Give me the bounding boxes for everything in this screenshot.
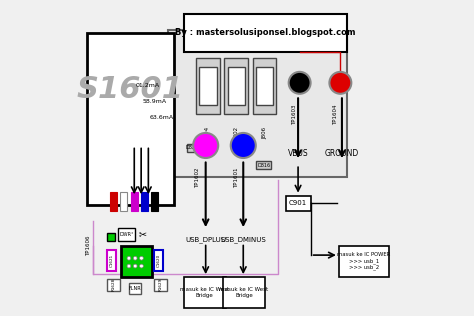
Circle shape <box>127 256 131 260</box>
Text: J806: J806 <box>262 127 267 139</box>
Text: FLNR: FLNR <box>129 286 142 291</box>
Bar <box>253 58 276 114</box>
Bar <box>121 246 153 277</box>
Text: R1629: R1629 <box>158 278 162 291</box>
Text: R1628: R1628 <box>111 278 115 291</box>
Circle shape <box>329 72 351 94</box>
Bar <box>339 246 389 277</box>
Text: D823: D823 <box>185 145 198 150</box>
Text: DWR°: DWR° <box>119 232 134 237</box>
Bar <box>110 192 117 211</box>
Bar <box>285 196 310 211</box>
Bar <box>196 58 220 114</box>
Bar <box>152 192 158 211</box>
Text: C901: C901 <box>289 200 307 206</box>
Text: 01.2mA: 01.2mA <box>135 83 159 88</box>
Bar <box>87 33 174 205</box>
Text: masuk ke IC West
Bridge: masuk ke IC West Bridge <box>219 287 268 298</box>
Text: USB_DPLUS: USB_DPLUS <box>186 236 226 243</box>
Text: C1621: C1621 <box>109 254 114 267</box>
Bar <box>107 279 119 291</box>
Bar <box>107 233 115 241</box>
Bar <box>107 250 117 271</box>
Circle shape <box>193 133 218 158</box>
Text: D816: D816 <box>257 163 270 168</box>
Bar <box>184 277 226 308</box>
Text: USB_DMINUS: USB_DMINUS <box>220 236 266 243</box>
Bar <box>154 279 166 291</box>
Text: J802: J802 <box>234 127 239 139</box>
Text: ✂: ✂ <box>139 230 147 240</box>
Circle shape <box>139 256 143 260</box>
Text: masuk ke IC POWER
>>> usb_1
>>> usb_2: masuk ke IC POWER >>> usb_1 >>> usb_2 <box>337 252 391 270</box>
Circle shape <box>231 133 256 158</box>
Text: By : mastersolusiponsel.blogspot.com: By : mastersolusiponsel.blogspot.com <box>175 28 356 37</box>
Bar <box>228 67 245 105</box>
Bar <box>187 144 202 152</box>
Bar <box>256 67 273 105</box>
Text: 58.9mA: 58.9mA <box>142 99 166 104</box>
Text: C1620: C1620 <box>157 254 161 267</box>
Bar <box>256 161 272 169</box>
Circle shape <box>289 72 310 94</box>
Circle shape <box>133 256 137 260</box>
Bar <box>200 67 217 105</box>
Bar <box>131 192 138 211</box>
Bar <box>141 192 148 211</box>
Bar <box>223 277 265 308</box>
Text: VBUS: VBUS <box>288 149 309 158</box>
Text: masuk ke IC West
Bridge: masuk ke IC West Bridge <box>180 287 229 298</box>
Text: TP1602: TP1602 <box>195 167 201 188</box>
Bar <box>118 228 135 241</box>
Bar <box>184 14 346 52</box>
Text: GROUND: GROUND <box>325 149 359 158</box>
Bar <box>168 30 346 177</box>
Text: J804: J804 <box>206 127 210 139</box>
Circle shape <box>133 264 137 268</box>
Text: TP1604: TP1604 <box>333 105 338 125</box>
Bar <box>129 283 141 294</box>
Bar <box>120 192 128 211</box>
Text: TP1601: TP1601 <box>234 167 238 188</box>
Text: TP1603: TP1603 <box>292 105 298 125</box>
Bar <box>154 250 164 271</box>
Text: 63.6mA: 63.6mA <box>149 115 173 120</box>
Circle shape <box>127 264 131 268</box>
Text: TP1606: TP1606 <box>86 235 91 256</box>
Bar <box>225 58 248 114</box>
Circle shape <box>139 264 143 268</box>
Text: S1601: S1601 <box>77 75 184 104</box>
